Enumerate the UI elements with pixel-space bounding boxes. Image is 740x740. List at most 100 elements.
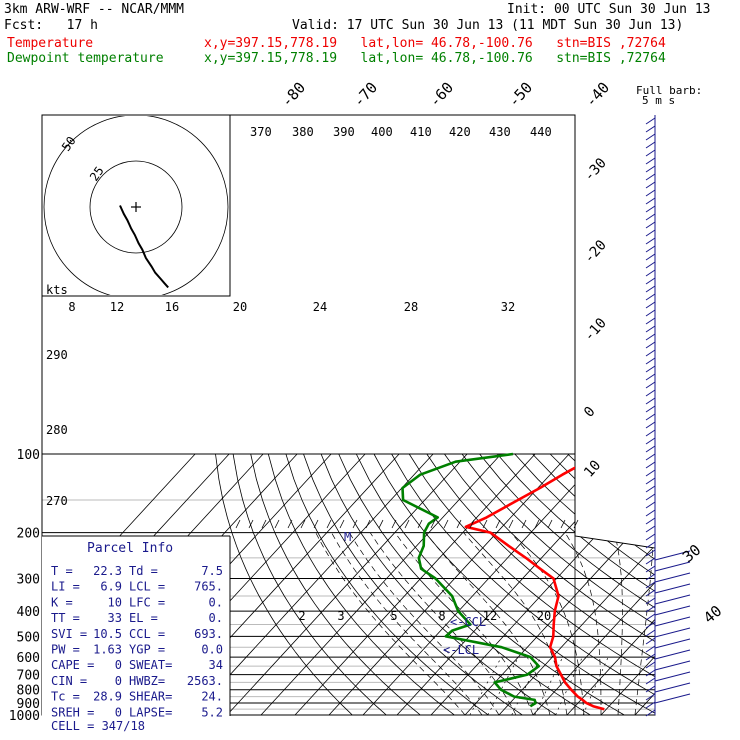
wind-barb [654,594,691,605]
isotherm-label: -30 [581,155,610,185]
mixing-ratio-label: 8 [68,300,75,314]
parcel-param-value: 0 [115,674,122,688]
wind-barb [645,125,656,133]
wind-barb [654,616,691,627]
pressure-label: 500 [17,630,40,645]
mixing-ratio-label: 16 [165,300,179,314]
theta-e-label: 390 [333,125,355,139]
pressure-label: 900 [17,697,40,712]
wind-barb [654,550,691,561]
isotherm-label: -70 [350,78,382,110]
parcel-param-label: CIN = [51,674,87,688]
temperature-location-info: x,y=397.15,778.19 lat,lon= 46.78,-100.76… [204,36,666,51]
parcel-cell-value: CELL = 347/18 [51,719,145,733]
dry-adiabat-line [426,453,655,715]
mixing-ratio-label: 8 [438,609,445,623]
theta-e-label: 410 [410,125,432,139]
moist-adiabat-line [425,532,551,715]
pressure-label: 1000 [9,709,40,724]
tick-mark [313,519,319,529]
wind-barb [645,349,656,357]
parcel-param-label: PW = [51,643,80,657]
parcel-param-value: 28.9 [93,690,122,704]
pressure-label: 400 [17,605,40,620]
moist-adiabat-line [315,532,466,715]
wind-barb [645,629,656,637]
wind-barb [645,445,656,453]
wind-barb [654,638,691,649]
parcel-param-label: SREH = [51,705,94,719]
isotherm-line [260,453,502,715]
tick-mark [417,519,423,529]
hodograph-trace [119,205,169,289]
isotherm-label: -60 [426,78,458,110]
pressure-label: 700 [17,669,40,684]
dry-adiabat-line [461,453,655,715]
wind-barb [645,317,656,325]
hodograph-ring [89,160,183,254]
mixing-ratio-label: 5 [390,609,397,623]
valid-time: Valid: 17 UTC Sun 30 Jun 13 (11 MDT Sun … [292,18,684,33]
parcel-param-value: 0.0 [201,643,223,657]
level-marker-m: M [344,530,351,544]
mixing-ratio-label: 3 [337,609,344,623]
parcel-param-value: 10.5 [93,627,122,641]
mixing-ratio-label: 12 [110,300,124,314]
tick-mark [365,519,371,529]
wind-barb [645,701,656,709]
isotherm-line [226,453,468,715]
tick-mark [326,519,332,529]
tick-mark [352,519,358,529]
wind-barb [645,453,656,461]
moist-adiabat-line [614,532,623,715]
parcel-param-label: LCL = [129,580,165,594]
wind-barb [654,561,691,572]
tick-mark [404,519,410,529]
parcel-info-box [42,536,230,716]
wind-barb [645,509,656,517]
pressure-label: 300 [17,573,40,588]
mixing-ratio-label: 2 [298,609,305,623]
isotherm-label: -10 [581,315,610,345]
parcel-info-title: Parcel Info [87,541,173,556]
wind-barb [645,637,656,645]
isotherm-label: -80 [278,78,310,110]
dry-adiabat-line [408,453,655,715]
wind-barb [645,501,656,509]
isotherm-line [498,453,655,715]
isotherm-label: 10 [581,457,604,480]
parcel-param-label: LI = [51,580,80,594]
wind-barb [645,189,656,197]
parcel-param-label: LAPSE= [129,705,172,719]
wind-barb [645,405,656,413]
wind-barb [645,653,656,661]
isotherm-line [430,453,655,715]
wind-barb [645,237,656,245]
tick-mark [482,519,488,529]
dry-adiabat-line [532,453,655,715]
wind-barb [645,669,656,677]
tick-mark [378,519,384,529]
moist-adiabat-line [369,532,517,715]
dry-adiabat-line [285,453,489,715]
dry-adiabat-line [620,453,655,715]
dry-adiabat-line [215,453,353,715]
parcel-param-value: 0 [115,658,122,672]
moist-adiabat-line [564,532,602,715]
parcel-param-value: 10 [108,595,122,609]
wind-barb [645,277,656,285]
isotherm-label: -40 [582,78,614,110]
wind-barb [645,357,656,365]
wind-barb [645,709,656,717]
moist-adiabat-line [331,532,483,715]
dry-adiabat-line [267,453,455,715]
wind-barb [645,677,656,685]
parcel-param-value: 5.2 [201,705,223,719]
legend-dewpoint-label: Dewpoint temperature [7,51,164,66]
parcel-param-label: Td = [129,564,158,578]
wind-barb [645,421,656,429]
parcel-param-label: CAPE = [51,658,94,672]
tick-mark [495,519,501,529]
theta-e-label: 400 [371,125,393,139]
